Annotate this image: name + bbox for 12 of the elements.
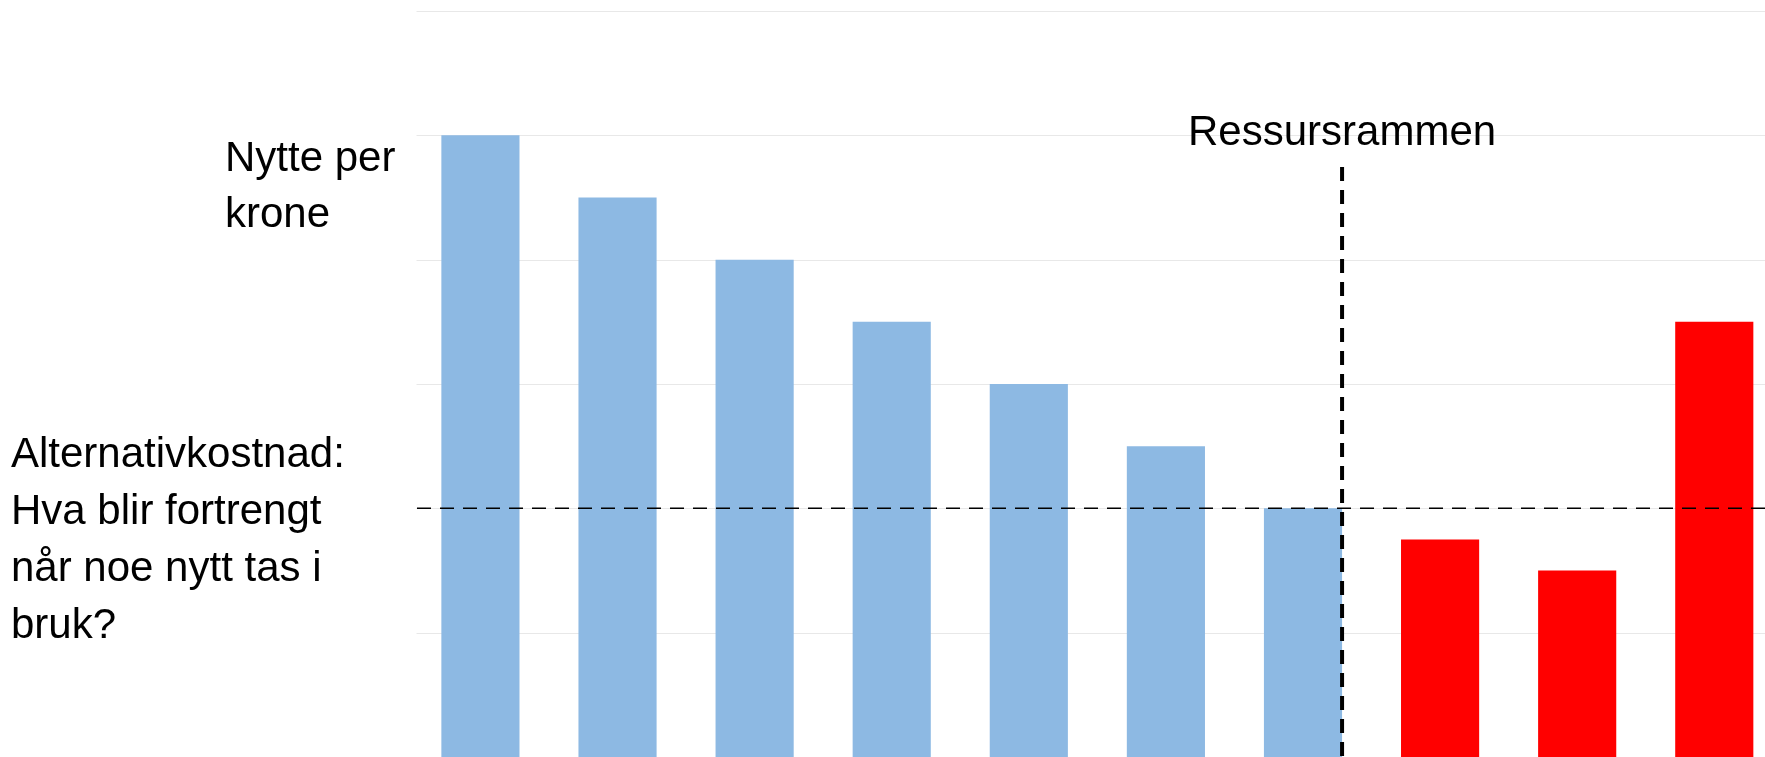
bar [989, 384, 1068, 757]
bar [1126, 446, 1205, 757]
bar [578, 197, 657, 757]
ref-line-label: Alternativkostnad: Hva blir fortrengt når noe nytt tas i bruk? [11, 429, 345, 647]
bar [1538, 570, 1617, 757]
annotation: Ressursrammen [1188, 107, 1497, 154]
bar [1401, 539, 1480, 757]
bar [1675, 321, 1754, 757]
bar [441, 135, 520, 757]
bar [715, 259, 794, 757]
bar [852, 321, 931, 757]
y-axis-title: Nytte per krone [225, 133, 396, 236]
